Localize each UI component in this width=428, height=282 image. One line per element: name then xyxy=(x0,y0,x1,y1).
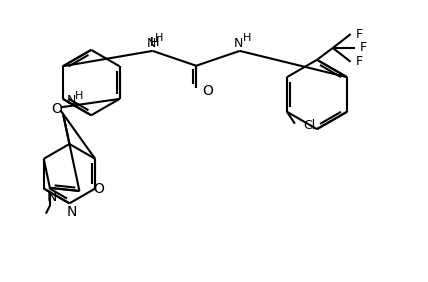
Text: F: F xyxy=(356,55,363,68)
Text: N: N xyxy=(67,94,77,107)
Text: Cl: Cl xyxy=(303,119,315,132)
Text: O: O xyxy=(51,102,62,116)
Text: H: H xyxy=(150,36,159,49)
Text: F: F xyxy=(360,41,367,54)
Text: N: N xyxy=(147,38,156,50)
Text: N: N xyxy=(66,205,77,219)
Text: F: F xyxy=(356,28,363,41)
Text: N: N xyxy=(234,38,244,50)
Text: H: H xyxy=(150,36,159,49)
Text: O: O xyxy=(202,85,213,98)
Text: H: H xyxy=(75,91,83,101)
Text: H: H xyxy=(155,33,164,43)
Text: N: N xyxy=(47,190,57,204)
Text: O: O xyxy=(93,182,104,196)
Text: H: H xyxy=(243,33,251,43)
